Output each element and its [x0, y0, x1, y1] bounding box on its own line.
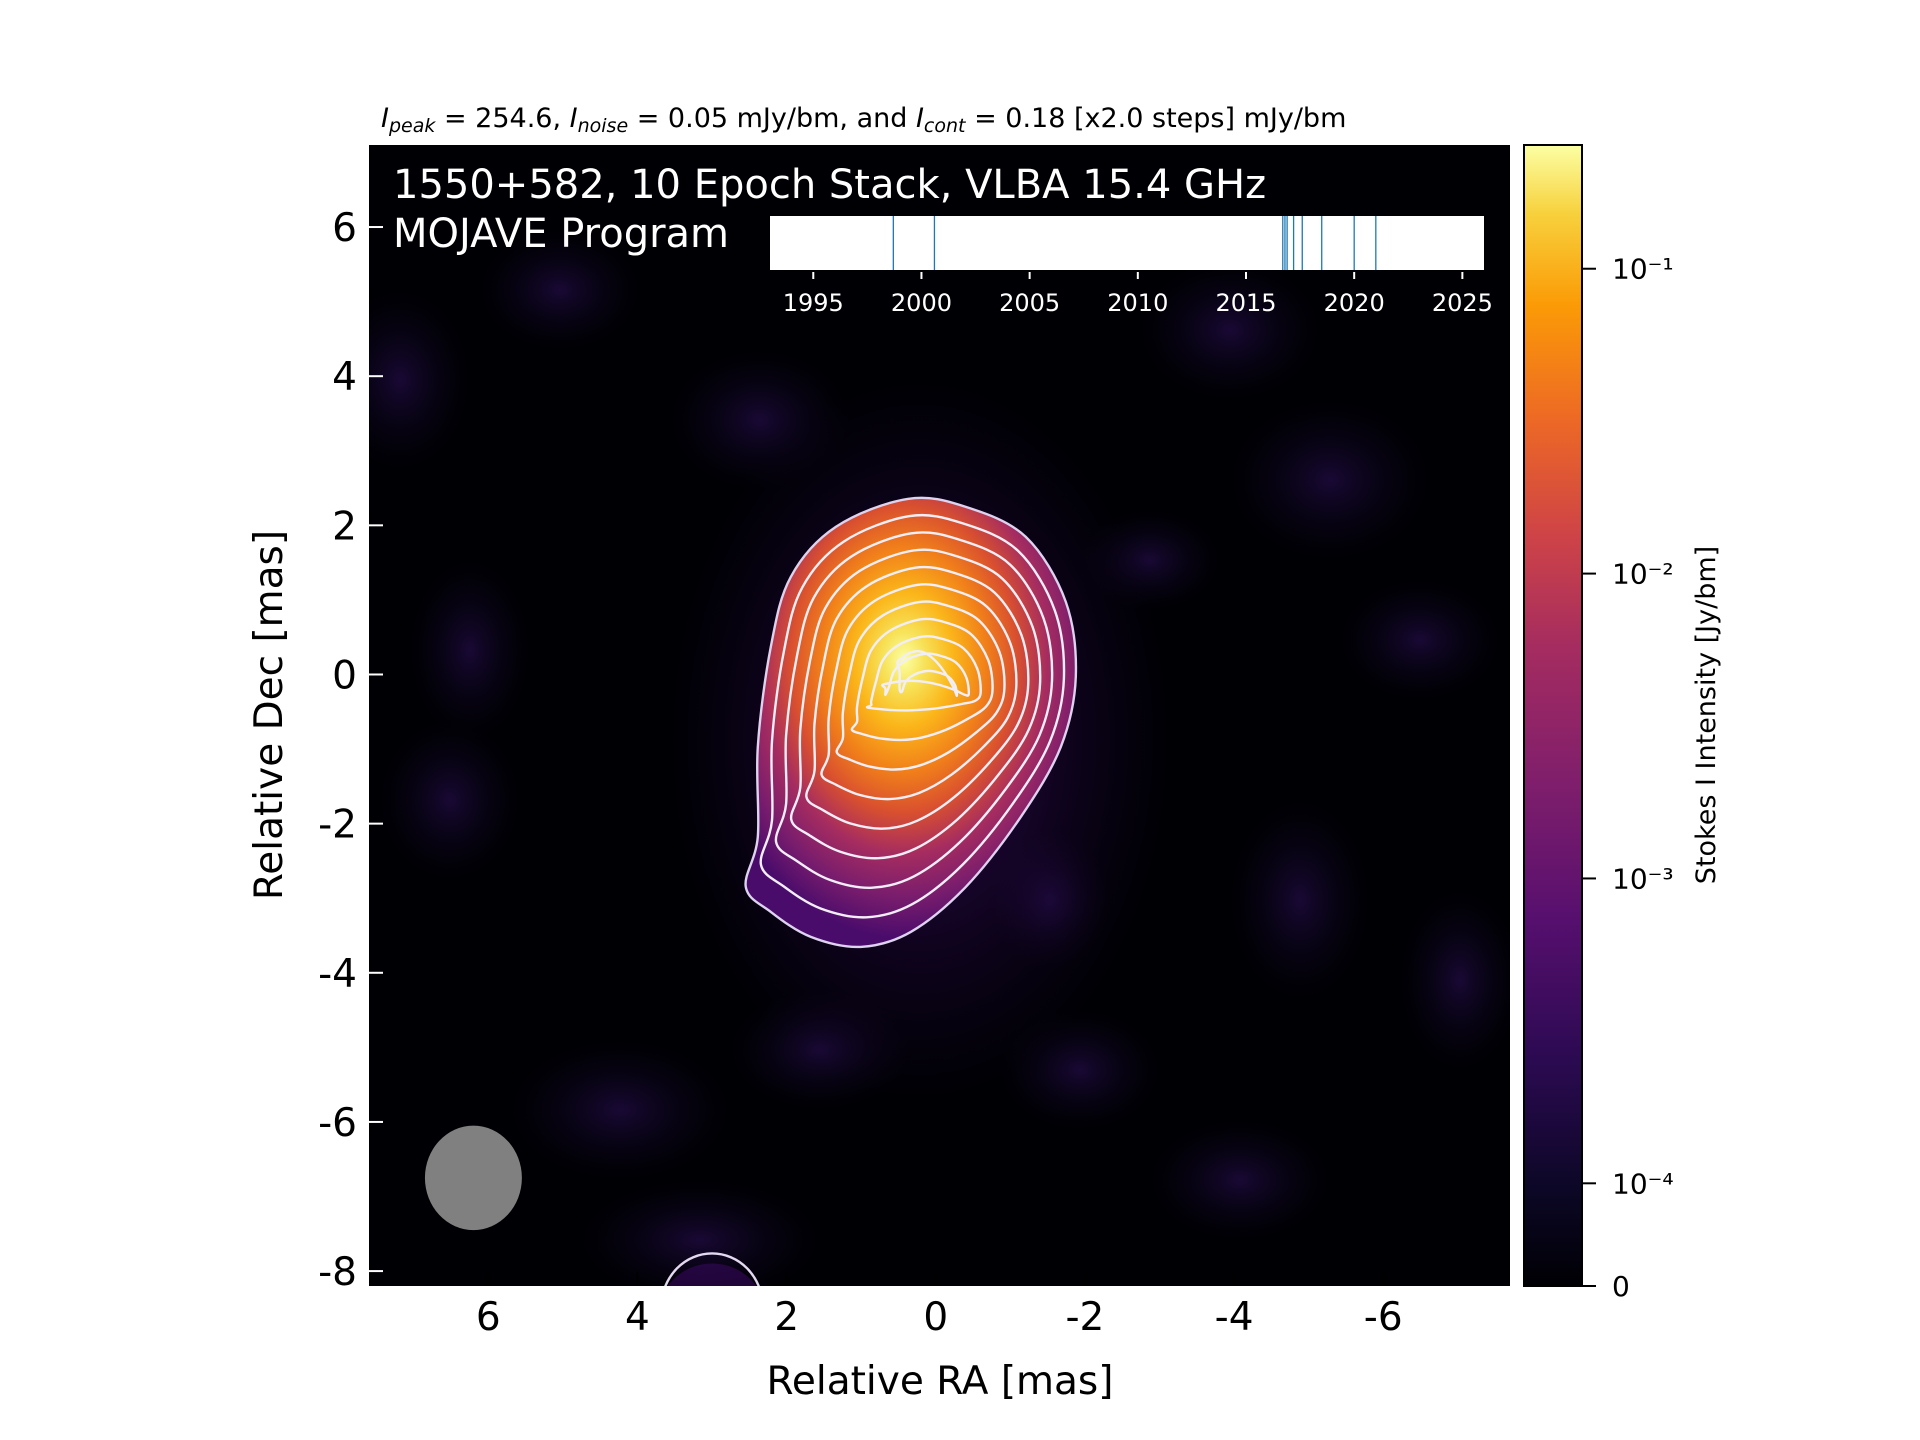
header-segment: cont: [924, 115, 967, 137]
chart-title-line2: MOJAVE Program: [393, 211, 729, 257]
x-tick-label: 0: [923, 1295, 948, 1340]
colorbar-tick-label: 10⁻²: [1612, 558, 1674, 591]
y-tick-label: -6: [318, 1101, 357, 1146]
y-tick-label: -8: [318, 1250, 357, 1295]
noise-blob: [1230, 800, 1370, 1000]
noise-blobs: [369, 230, 1510, 1286]
epoch-tick-label: 2005: [999, 289, 1060, 317]
colorbar-label: Stokes I Intensity [Jy/bm]: [1691, 546, 1722, 884]
epoch-timeline-box: [770, 216, 1484, 270]
epoch-tick-label: 2010: [1107, 289, 1168, 317]
y-axis-ticks: 6 4 2 0 -2 -4 -6 -8: [318, 206, 383, 1295]
x-tick-label: -6: [1364, 1295, 1403, 1340]
x-tick-label: -4: [1215, 1295, 1254, 1340]
contour-level: [835, 600, 1006, 771]
contour-level: [850, 617, 994, 742]
header-segment: I: [381, 103, 389, 134]
colorbar-tick-label: 10⁻³: [1612, 862, 1674, 895]
epoch-axis-ticks: 1995 2000 2005 2010 2015 2020 2025: [783, 272, 1493, 317]
image-panel: 6 4 2 0 -2 -4 -6 6 4 2 0 -2 -4 -6 -8 1550+582, 10 Epo…: [318, 145, 1510, 1340]
epoch-tick-label: 2020: [1324, 289, 1385, 317]
colorbar-ticks: 0 10⁻⁴ 10⁻³ 10⁻² 10⁻¹: [1582, 253, 1674, 1303]
contour-lines: [744, 496, 1078, 949]
noise-blob: [1340, 580, 1500, 700]
x-tick-label: 6: [476, 1295, 501, 1340]
header-segment: peak: [388, 115, 436, 137]
colorbar-tick-label: 0: [1612, 1270, 1630, 1303]
noise-blob: [369, 290, 470, 470]
colorbar-gradient: [1523, 144, 1583, 1287]
beam-ellipse: [424, 1125, 522, 1231]
y-tick-label: 2: [332, 504, 357, 549]
noise-blob: [1400, 890, 1510, 1070]
header-segment: = 0.18 [x2.0 steps] mJy/bm: [965, 103, 1346, 134]
epoch-tick-label: 2000: [891, 289, 952, 317]
source-emission: [745, 497, 1076, 947]
secondary-emission: [667, 1263, 757, 1286]
epoch-lines: [892, 216, 1377, 270]
noise-blob: [410, 560, 530, 740]
contour-level: [881, 652, 971, 697]
noise-blob: [510, 1040, 730, 1180]
header-segment: = 0.05 mJy/bm, and: [628, 103, 916, 134]
noise-blob: [1140, 260, 1320, 400]
contour-level: [774, 531, 1054, 889]
header-segment: I: [570, 103, 578, 134]
epoch-timeline: 1995 2000 2005 2010 2015 2020 2025: [770, 216, 1493, 317]
contour-level: [744, 496, 1078, 949]
y-tick-label: 4: [332, 355, 357, 400]
contour-level: [789, 548, 1042, 860]
contour-level: [759, 513, 1066, 919]
y-axis-label: Relative Dec [mas]: [247, 530, 292, 900]
noise-blob: [480, 230, 640, 350]
epoch-tick-label: 2015: [1215, 289, 1276, 317]
y-tick-label: -2: [318, 803, 357, 848]
secondary-contour: [664, 1252, 760, 1286]
colorbar-tick-label: 10⁻⁴: [1612, 1167, 1674, 1200]
contour-level: [896, 649, 959, 697]
contour-level: [865, 635, 982, 712]
chart-title-line1: 1550+582, 10 Epoch Stack, VLBA 15.4 GHz: [393, 162, 1266, 208]
x-axis-ticks: 6 4 2 0 -2 -4 -6: [476, 1272, 1403, 1340]
x-tick-label: 4: [625, 1295, 650, 1340]
x-tick-label: 2: [774, 1295, 799, 1340]
y-tick-label: 6: [332, 206, 357, 251]
contour-level: [805, 565, 1030, 830]
noise-blob: [1150, 1120, 1330, 1240]
noise-blob: [580, 1180, 820, 1286]
colorbar-tick-label: 10⁻¹: [1612, 253, 1674, 286]
x-axis-label: Relative RA [mas]: [767, 1359, 1114, 1404]
noise-blob: [380, 720, 520, 880]
x-tick-label: -2: [1065, 1295, 1104, 1340]
y-tick-label: -4: [318, 952, 357, 997]
header-segment: noise: [578, 115, 629, 137]
epoch-tick-label: 1995: [783, 289, 844, 317]
contour-level: [820, 583, 1018, 801]
chart-header: Ipeak = 254.6, Inoise = 0.05 mJy/bm, and…: [381, 103, 1346, 137]
noise-blob: [1230, 400, 1430, 560]
epoch-tick-label: 2025: [1432, 289, 1493, 317]
colorbar: 0 10⁻⁴ 10⁻³ 10⁻² 10⁻¹ Stokes I Intensity [Jy…: [1523, 144, 1722, 1303]
header-segment: = 254.6,: [435, 103, 569, 134]
y-tick-label: 0: [332, 653, 357, 698]
header-segment: I: [916, 103, 924, 134]
